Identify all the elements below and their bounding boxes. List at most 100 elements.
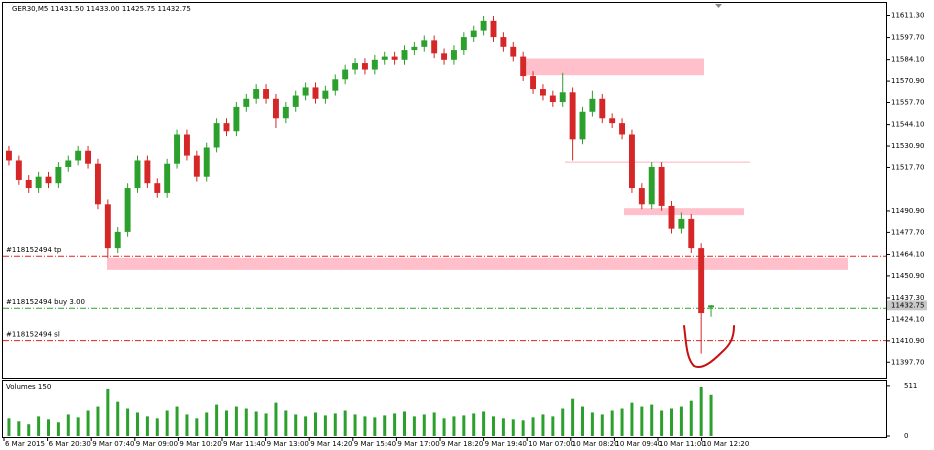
- y-tick-label: 11397.70: [891, 358, 924, 366]
- candle-body: [144, 160, 151, 184]
- volume-bar: [205, 412, 209, 436]
- volume-bar: [482, 411, 486, 436]
- candle-body: [75, 150, 82, 161]
- candle-body: [490, 20, 497, 38]
- y-tick-label: 11424.10: [891, 315, 924, 323]
- volume-bar: [27, 424, 31, 436]
- x-tick-label: 6 Mar 2015: [5, 440, 45, 448]
- volume-bar: [620, 408, 624, 436]
- volume-bar: [264, 413, 268, 436]
- candle-body: [193, 155, 200, 177]
- volume-title: Volumes 150: [6, 383, 51, 391]
- candle-body: [174, 134, 181, 164]
- candle-body: [282, 106, 289, 119]
- x-tick-label: 9 Mar 15:40: [354, 440, 396, 448]
- candle-body: [134, 160, 141, 189]
- candle-body: [154, 183, 161, 193]
- candle-body: [85, 150, 92, 164]
- volume-bar: [116, 401, 120, 436]
- y-tick-label: 11450.90: [891, 272, 924, 280]
- candle-body: [668, 205, 675, 229]
- volume-bar: [323, 415, 327, 436]
- candle-body: [45, 176, 52, 184]
- volume-bar: [185, 414, 189, 436]
- volume-bar: [571, 398, 575, 436]
- volume-bar: [442, 418, 446, 436]
- volume-bar: [314, 412, 317, 436]
- candle-body: [619, 123, 626, 135]
- volume-bar: [353, 414, 357, 436]
- volume-bar: [284, 410, 288, 436]
- volume-bar: [432, 412, 436, 436]
- volume-bar: [541, 414, 545, 436]
- x-tick-label: 10 Mar 11:00: [659, 440, 706, 448]
- hand-drawn-annotation: [683, 325, 735, 368]
- candle-body: [361, 63, 368, 70]
- volume-bar: [66, 414, 70, 436]
- candle-body: [322, 90, 329, 99]
- x-tick-label: 6 Mar 20:30: [49, 440, 91, 448]
- volume-bar: [640, 406, 644, 436]
- candle-body: [658, 166, 665, 206]
- volume-bar: [581, 406, 584, 436]
- candle-body: [628, 134, 635, 189]
- volume-bar: [403, 411, 406, 436]
- volume-bar: [56, 422, 60, 436]
- candle-body: [431, 40, 438, 54]
- price-badge: [887, 300, 927, 311]
- volume-bar: [96, 406, 100, 436]
- x-tick-label: 10 Mar 09:40: [615, 440, 662, 448]
- volume-bar: [689, 400, 693, 436]
- volume-bar: [333, 413, 337, 436]
- candle-body: [371, 59, 378, 70]
- plot-layer: #118152494 tp #118152494 buy 3.00 #1181524…: [3, 15, 886, 436]
- zone: [107, 257, 848, 270]
- candle-body: [253, 89, 260, 99]
- volume-bar: [699, 386, 703, 436]
- candle-body: [391, 56, 398, 60]
- candle-body: [450, 50, 457, 60]
- candle-body: [15, 160, 22, 180]
- candle-body: [124, 188, 131, 232]
- candle-body: [648, 166, 655, 205]
- volume-bar: [343, 410, 347, 436]
- candle-body: [272, 98, 279, 119]
- candle-body: [470, 30, 477, 38]
- candle-body: [164, 163, 171, 193]
- x-tick-label: 9 Mar 13:00: [267, 440, 309, 448]
- x-tick-label: 9 Mar 10:20: [179, 440, 221, 448]
- candle-body: [708, 305, 715, 308]
- candle-body: [381, 56, 388, 60]
- candle-body: [65, 160, 72, 167]
- volume-bar: [670, 408, 673, 436]
- scroll-marker: [715, 4, 722, 8]
- volume-bar: [373, 417, 377, 436]
- candle-body: [302, 87, 309, 96]
- volume-bar: [225, 410, 228, 436]
- volume-bar: [531, 417, 535, 436]
- volume-bar: [304, 416, 308, 436]
- candle-body: [243, 98, 250, 107]
- chart-title: GER30,M5 11431.50 11433.00 11425.75 1143…: [12, 5, 191, 13]
- order-label: #118152494 sl: [6, 331, 60, 339]
- candle-body: [213, 123, 220, 148]
- candle-body: [599, 98, 606, 119]
- y-tick-label: 11584.10: [891, 56, 924, 64]
- candle-body: [539, 89, 546, 96]
- candle-body: [263, 89, 270, 99]
- volume-bar: [165, 410, 169, 436]
- volume-bar: [492, 416, 495, 436]
- candle-body: [569, 92, 576, 140]
- candle-body: [589, 98, 596, 112]
- volume-bar: [175, 406, 179, 436]
- candle-body: [500, 37, 507, 47]
- volume-bar: [363, 416, 367, 436]
- candle-body: [411, 46, 418, 51]
- volume-bar: [679, 406, 683, 436]
- volume-bar: [37, 416, 41, 436]
- candle-body: [441, 53, 448, 60]
- volume-bar: [521, 420, 525, 436]
